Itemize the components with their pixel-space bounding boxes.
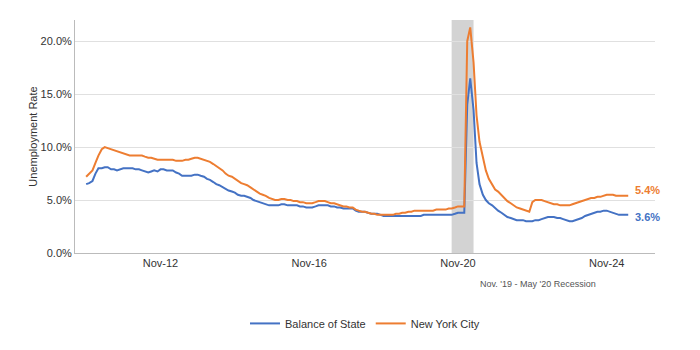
- svg-text:0.0%: 0.0%: [47, 247, 72, 259]
- svg-text:Nov-24: Nov-24: [589, 257, 624, 269]
- svg-text:Nov-12: Nov-12: [143, 257, 178, 269]
- svg-text:Nov-16: Nov-16: [291, 257, 326, 269]
- svg-text:3.6%: 3.6%: [635, 211, 660, 223]
- svg-text:New York City: New York City: [411, 318, 480, 330]
- svg-text:15.0%: 15.0%: [41, 88, 72, 100]
- svg-text:5.4%: 5.4%: [635, 184, 660, 196]
- svg-text:Unemployment Rate: Unemployment Rate: [27, 86, 39, 186]
- svg-text:5.0%: 5.0%: [47, 194, 72, 206]
- svg-text:Nov-20: Nov-20: [440, 257, 475, 269]
- svg-text:Balance of State: Balance of State: [285, 318, 366, 330]
- svg-text:10.0%: 10.0%: [41, 141, 72, 153]
- svg-text:Nov. '19 - May '20 Recession: Nov. '19 - May '20 Recession: [480, 279, 596, 289]
- svg-text:20.0%: 20.0%: [41, 35, 72, 47]
